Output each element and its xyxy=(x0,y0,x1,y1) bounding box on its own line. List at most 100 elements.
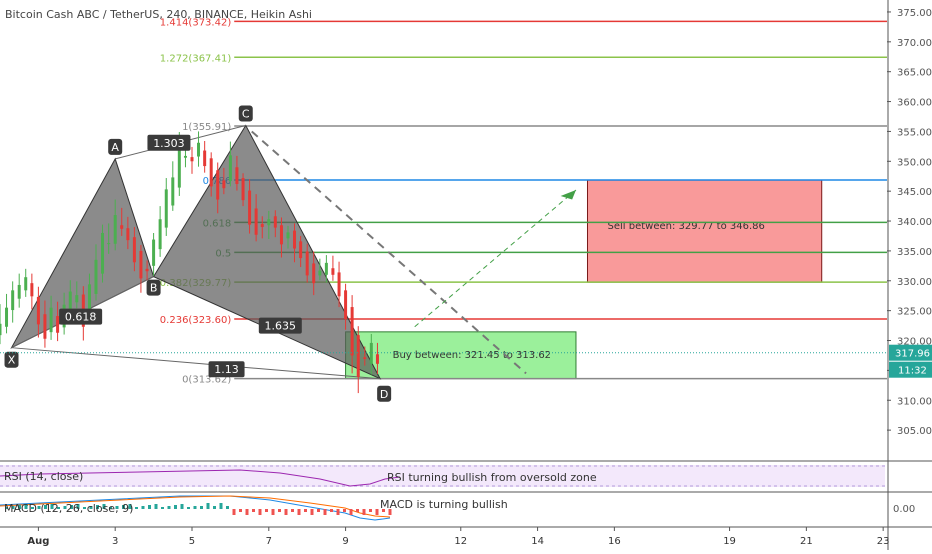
candle-body xyxy=(0,323,2,336)
macd-histogram-bar xyxy=(57,507,60,509)
candle-body xyxy=(356,335,360,377)
macd-histogram-bar xyxy=(161,507,164,509)
y-tick-label: 375.00 xyxy=(897,8,932,19)
candle-body xyxy=(11,290,15,311)
candle-body xyxy=(36,296,40,325)
macd-histogram-bar xyxy=(44,505,47,509)
candle-body xyxy=(56,316,60,333)
macd-histogram-bar xyxy=(167,506,171,509)
candle-body xyxy=(369,342,373,364)
ratio-badge[interactable] xyxy=(208,361,245,378)
pattern-point-badge[interactable] xyxy=(4,351,19,368)
candle-body xyxy=(107,243,111,245)
macd-histogram-bar xyxy=(271,509,275,515)
macd-histogram-bar xyxy=(349,509,353,515)
candle-body xyxy=(197,142,201,157)
macd-histogram-bar xyxy=(70,505,73,509)
macd-histogram-bar xyxy=(297,509,301,515)
macd-histogram-bar xyxy=(187,507,190,509)
candle-body xyxy=(177,146,181,188)
y-tick-label: 350.00 xyxy=(897,157,932,168)
macd-histogram-bar xyxy=(135,507,138,509)
macd-note: MACD is turning bullish xyxy=(380,498,508,511)
pattern-point-badge[interactable] xyxy=(238,105,253,122)
y-tick-label: 325.00 xyxy=(897,307,932,318)
countdown-text: 11:32 xyxy=(898,366,927,377)
candle-body xyxy=(49,307,53,333)
rsi-line xyxy=(0,469,401,487)
candle-body xyxy=(120,225,124,229)
x-tick-label: Aug xyxy=(27,536,49,547)
ratio-badge[interactable] xyxy=(147,134,191,151)
candle-body xyxy=(324,262,328,275)
y-tick-label: 355.00 xyxy=(897,127,932,138)
candle-body xyxy=(267,219,271,226)
pattern-point-label: X xyxy=(8,354,16,367)
ratio-badge[interactable] xyxy=(258,317,302,334)
macd-histogram-bar xyxy=(76,504,80,509)
macd-histogram-bar xyxy=(343,509,346,512)
pattern-point-label: C xyxy=(242,107,250,120)
candle-body xyxy=(273,216,277,228)
y-tick-label: 365.00 xyxy=(897,68,932,79)
macd-histogram-bar xyxy=(232,509,236,515)
chart-title: Bitcoin Cash ABC / TetherUS, 240, BINANC… xyxy=(5,8,312,21)
x-tick-label: 21 xyxy=(800,536,813,547)
macd-histogram-bar xyxy=(174,505,177,509)
y-tick-label: 370.00 xyxy=(897,38,932,49)
macd-histogram-bar xyxy=(284,509,288,515)
ratio-label: 0.618 xyxy=(65,311,97,324)
x-tick-label: 7 xyxy=(266,536,272,547)
countdown-badge xyxy=(889,361,932,378)
y-tick-label: 330.00 xyxy=(897,277,932,288)
candle-body xyxy=(5,307,9,327)
candle-body xyxy=(254,208,258,235)
candle-body xyxy=(164,189,168,228)
macd-line xyxy=(0,495,391,521)
candle-body xyxy=(312,263,316,284)
candle-body xyxy=(350,307,354,356)
macd-histogram-bar xyxy=(382,509,385,512)
pattern-point-label: D xyxy=(380,388,388,401)
candle-body xyxy=(286,232,290,239)
x-tick-label: 19 xyxy=(723,536,736,547)
buy-zone[interactable] xyxy=(345,331,577,380)
macd-histogram-bar xyxy=(206,503,210,509)
y-tick-label: 340.00 xyxy=(897,217,932,228)
fib-label: 0.236(323.60) xyxy=(160,315,232,326)
macd-histogram-bar xyxy=(252,509,255,512)
x-tick-label: 23 xyxy=(877,536,890,547)
macd-label[interactable]: MACD (12, 26, close, 9) xyxy=(4,502,134,515)
candle-body xyxy=(87,284,91,313)
candle-body xyxy=(139,250,143,279)
macd-histogram-bar xyxy=(200,506,203,509)
macd-histogram-bar xyxy=(109,507,112,509)
candle-body xyxy=(260,224,264,228)
candle-body xyxy=(43,314,47,339)
x-tick-label: 9 xyxy=(342,536,348,547)
macd-histogram-bar xyxy=(213,506,216,509)
candle-body xyxy=(101,232,105,274)
y-tick-label: 335.00 xyxy=(897,247,932,258)
fib-label: 1(355.91) xyxy=(182,122,231,133)
macd-histogram-bar xyxy=(5,507,8,509)
pattern-point-badge[interactable] xyxy=(108,138,123,155)
candle-body xyxy=(299,241,303,259)
y-tick-label: 360.00 xyxy=(897,98,932,109)
candle-body xyxy=(203,150,207,167)
projection-down-arrow[interactable] xyxy=(251,130,527,375)
candle-body xyxy=(235,167,239,184)
macd-histogram-bar xyxy=(89,506,93,509)
pattern-point-badge[interactable] xyxy=(146,279,161,296)
macd-histogram-bar xyxy=(219,503,223,509)
price-badges: 317.96 11:32 xyxy=(0,344,932,378)
y-tick-label: 345.00 xyxy=(897,187,932,198)
ratio-badge[interactable] xyxy=(59,308,103,325)
macd-histogram-bar xyxy=(356,509,359,512)
pattern-point-badge[interactable] xyxy=(377,385,392,402)
macd-histogram-bar xyxy=(265,509,268,512)
rsi-label[interactable]: RSI (14, close) xyxy=(4,470,84,483)
macd-histogram xyxy=(5,503,392,515)
macd-histogram-bar xyxy=(180,504,184,509)
